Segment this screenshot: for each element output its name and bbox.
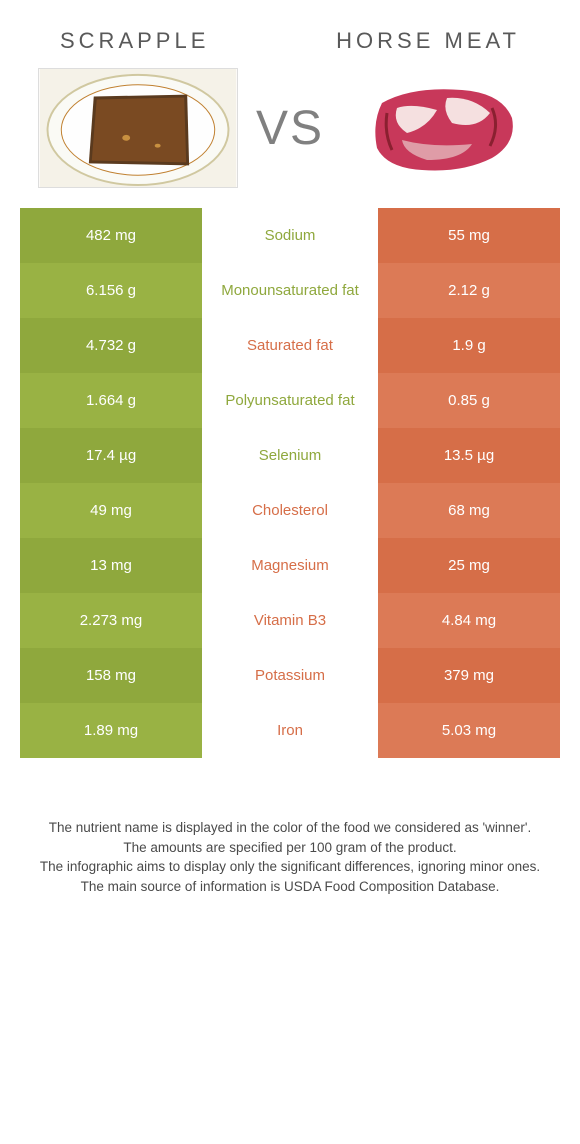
value-left: 4.732 g (20, 318, 202, 373)
scrapple-image (38, 68, 238, 188)
nutrient-name: Iron (202, 703, 378, 758)
table-row: 1.89 mgIron5.03 mg (20, 703, 560, 758)
value-left: 49 mg (20, 483, 202, 538)
table-row: 4.732 gSaturated fat1.9 g (20, 318, 560, 373)
footer-line: The amounts are specified per 100 gram o… (36, 838, 544, 858)
table-row: 13 mgMagnesium25 mg (20, 538, 560, 593)
table-row: 49 mgCholesterol68 mg (20, 483, 560, 538)
value-left: 6.156 g (20, 263, 202, 318)
footer-line: The infographic aims to display only the… (36, 857, 544, 877)
images-row: VS (0, 68, 580, 208)
nutrient-name: Cholesterol (202, 483, 378, 538)
nutrient-name: Sodium (202, 208, 378, 263)
comparison-table: 482 mgSodium55 mg6.156 gMonounsaturated … (0, 208, 580, 758)
value-right: 2.12 g (378, 263, 560, 318)
footer-line: The nutrient name is displayed in the co… (36, 818, 544, 838)
value-right: 55 mg (378, 208, 560, 263)
table-row: 17.4 µgSelenium13.5 µg (20, 428, 560, 483)
nutrient-name: Polyunsaturated fat (202, 373, 378, 428)
value-right: 25 mg (378, 538, 560, 593)
header: SCRAPPLE HORSE MEAT (0, 0, 580, 68)
nutrient-name: Monounsaturated fat (202, 263, 378, 318)
value-left: 2.273 mg (20, 593, 202, 648)
value-left: 1.89 mg (20, 703, 202, 758)
table-row: 158 mgPotassium379 mg (20, 648, 560, 703)
nutrient-name: Potassium (202, 648, 378, 703)
value-left: 17.4 µg (20, 428, 202, 483)
value-right: 1.9 g (378, 318, 560, 373)
title-right: HORSE MEAT (336, 28, 520, 54)
footer-line: The main source of information is USDA F… (36, 877, 544, 897)
table-row: 1.664 gPolyunsaturated fat0.85 g (20, 373, 560, 428)
value-left: 1.664 g (20, 373, 202, 428)
value-left: 482 mg (20, 208, 202, 263)
vs-label: VS (256, 101, 324, 156)
horsemeat-image (342, 68, 542, 188)
value-left: 158 mg (20, 648, 202, 703)
footer-notes: The nutrient name is displayed in the co… (0, 758, 580, 896)
nutrient-name: Vitamin B3 (202, 593, 378, 648)
value-right: 4.84 mg (378, 593, 560, 648)
value-right: 379 mg (378, 648, 560, 703)
nutrient-name: Selenium (202, 428, 378, 483)
value-right: 68 mg (378, 483, 560, 538)
value-right: 13.5 µg (378, 428, 560, 483)
value-left: 13 mg (20, 538, 202, 593)
value-right: 0.85 g (378, 373, 560, 428)
nutrient-name: Saturated fat (202, 318, 378, 373)
table-row: 482 mgSodium55 mg (20, 208, 560, 263)
value-right: 5.03 mg (378, 703, 560, 758)
nutrient-name: Magnesium (202, 538, 378, 593)
table-row: 2.273 mgVitamin B34.84 mg (20, 593, 560, 648)
title-left: SCRAPPLE (60, 28, 209, 54)
table-row: 6.156 gMonounsaturated fat2.12 g (20, 263, 560, 318)
